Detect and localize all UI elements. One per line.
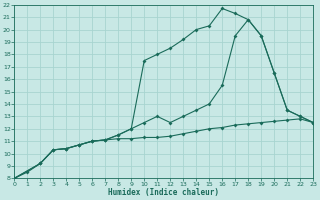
- X-axis label: Humidex (Indice chaleur): Humidex (Indice chaleur): [108, 188, 219, 197]
